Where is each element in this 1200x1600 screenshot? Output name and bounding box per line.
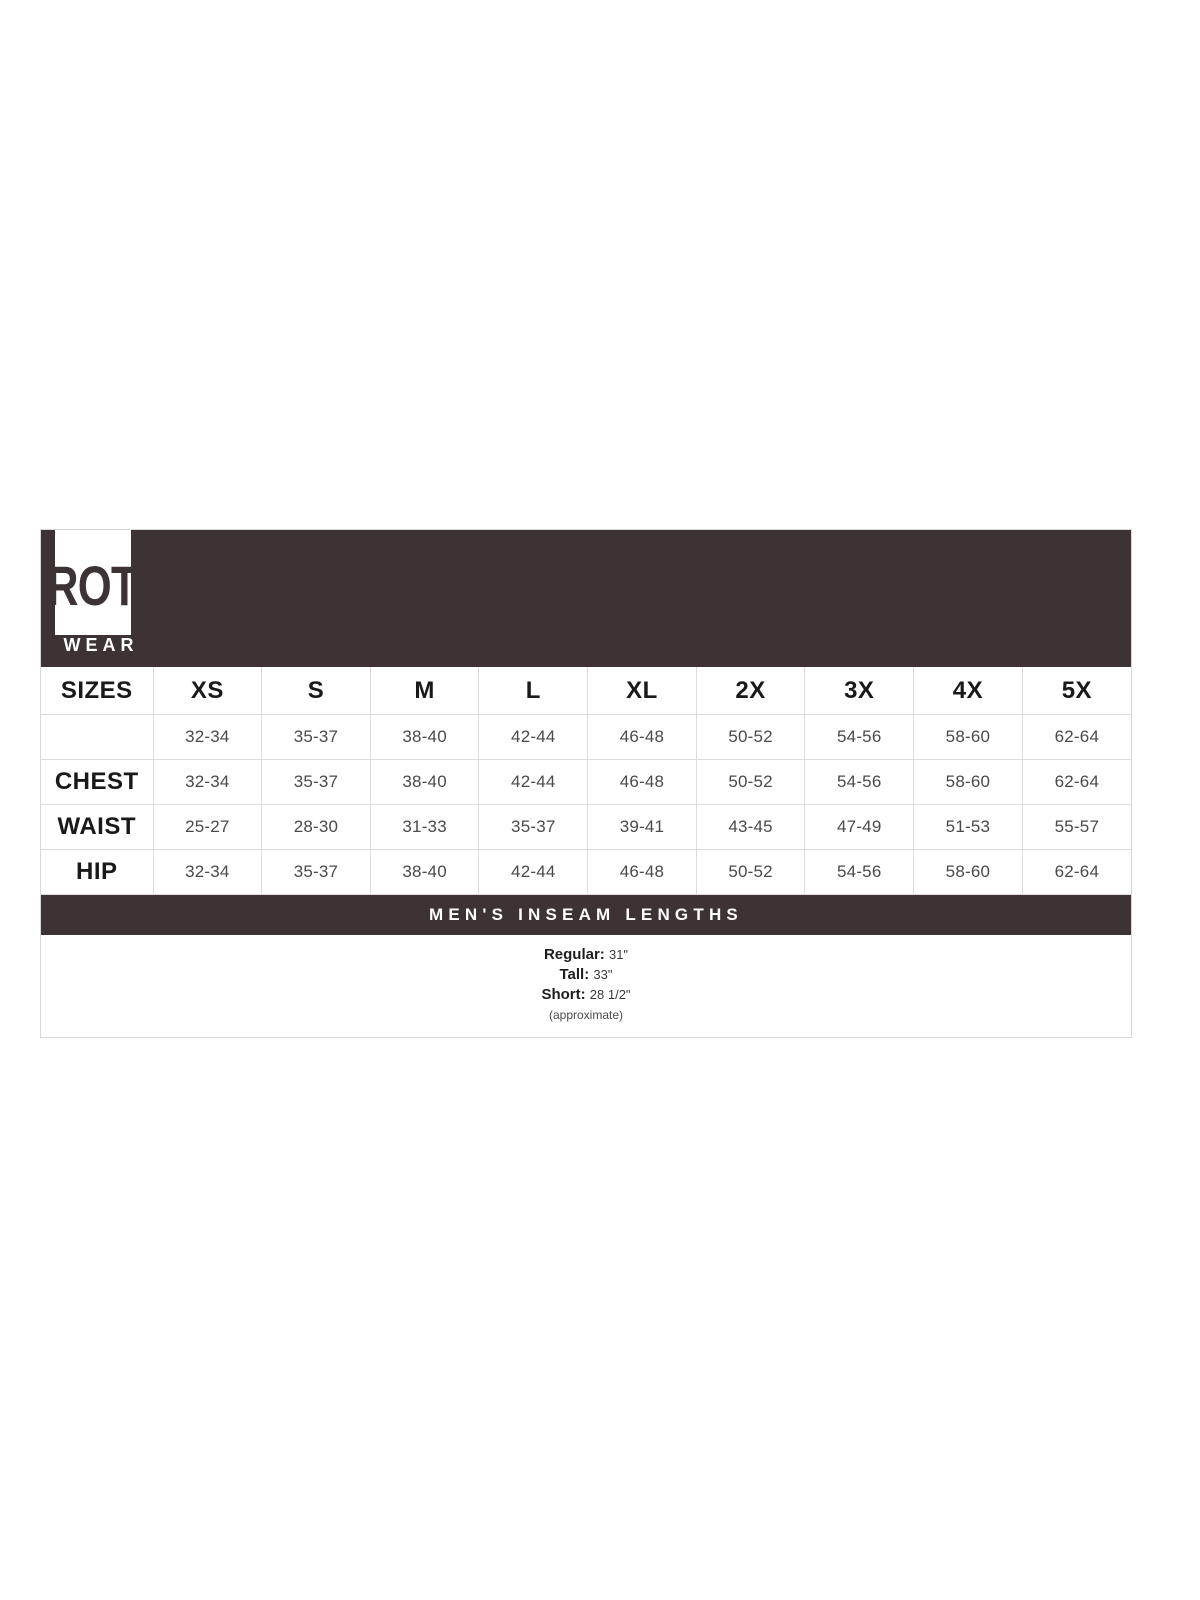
row-label: CHEST [41,759,154,805]
cell-value: 42-44 [478,849,589,895]
logo-wordmark-wear: WEAR [63,635,139,655]
cell-value: 54-56 [804,849,915,895]
inseam-section-body: Regular: 31" Tall: 33" Short: 28 1/2" (a… [41,935,1131,1037]
row-label [41,714,154,760]
column-header-4x: 4X [913,667,1023,715]
cell-value: 62-64 [1022,759,1131,805]
cell-value: 46-48 [587,849,697,895]
cell-value: 38-40 [370,849,480,895]
cell-value: 47-49 [804,804,915,850]
table-row: CHEST 32-34 35-37 38-40 42-44 46-48 50-5… [41,759,1131,805]
table-header: SIZES XS S M L XL 2X 3X 4X 5X [41,667,1131,715]
cell-value: 35-37 [261,849,371,895]
cell-value: 38-40 [370,714,480,760]
logo-white-plate [55,530,131,635]
cell-value: 31-33 [370,804,480,850]
inseam-section-header: MEN'S INSEAM LENGTHS [41,895,1131,935]
inseam-entry-short: Short: 28 1/2" [41,985,1131,1005]
inseam-label: Tall: [559,966,590,983]
column-header-l: L [478,667,589,715]
cell-value: 46-48 [587,714,697,760]
table-body: 32-34 35-37 38-40 42-44 46-48 50-52 54-5… [41,714,1131,895]
cell-value: 43-45 [696,804,806,850]
cell-value: 42-44 [478,714,589,760]
column-header-xl: XL [587,667,697,715]
cell-value: 51-53 [913,804,1023,850]
cell-value: 42-44 [478,759,589,805]
row-label: HIP [41,849,154,895]
cell-value: 32-34 [153,714,263,760]
column-header-5x: 5X [1022,667,1131,715]
column-header-2x: 2X [696,667,806,715]
cell-value: 39-41 [587,804,697,850]
cell-value: 58-60 [913,849,1023,895]
cell-value: 62-64 [1022,849,1131,895]
column-header-sizes: SIZES [41,667,154,715]
column-header-s: S [261,667,371,715]
cell-value: 28-30 [261,804,371,850]
inseam-value: 31" [608,947,629,962]
size-chart-card: ROTH WEAR SIZES XS S M L XL 2X 3X [40,529,1132,1038]
column-header-xs: XS [153,667,263,715]
cell-value: 38-40 [370,759,480,805]
cell-value: 32-34 [153,849,263,895]
cell-value: 35-37 [261,759,371,805]
cell-value: 54-56 [804,714,915,760]
cell-value: 62-64 [1022,714,1131,760]
table-row: WAIST 25-27 28-30 31-33 35-37 39-41 43-4… [41,804,1131,850]
measurements-table: SIZES XS S M L XL 2X 3X 4X 5X 32-34 35-3… [41,667,1131,895]
table-row: 32-34 35-37 38-40 42-44 46-48 50-52 54-5… [41,714,1131,760]
cell-value: 55-57 [1022,804,1131,850]
inseam-title: MEN'S INSEAM LENGTHS [429,905,743,924]
cell-value: 35-37 [478,804,589,850]
cell-value: 32-34 [153,759,263,805]
row-label: WAIST [41,804,154,850]
logo-wordmark-roth: ROTH [47,554,168,617]
table-row: HIP 32-34 35-37 38-40 42-44 46-48 50-52 … [41,849,1131,895]
inseam-entry-tall: Tall: 33" [41,965,1131,985]
header-row: SIZES XS S M L XL 2X 3X 4X 5X [41,667,1131,715]
column-header-m: M [370,667,480,715]
cell-value: 46-48 [587,759,697,805]
cell-value: 35-37 [261,714,371,760]
cell-value: 58-60 [913,714,1023,760]
cell-value: 25-27 [153,804,263,850]
cell-value: 50-52 [696,849,806,895]
inseam-value: 33" [593,967,613,982]
cell-value: 50-52 [696,759,806,805]
inseam-value: 28 1/2" [589,987,631,1002]
brand-logo: ROTH WEAR [41,530,168,667]
column-header-3x: 3X [804,667,915,715]
cell-value: 50-52 [696,714,806,760]
cell-value: 58-60 [913,759,1023,805]
inseam-entry-regular: Regular: 31" [41,945,1131,965]
brand-header-band: ROTH WEAR [41,530,1131,667]
inseam-label: Short: [541,986,586,1003]
inseam-label: Regular: [543,946,605,963]
cell-value: 54-56 [804,759,915,805]
inseam-approximate-note: (approximate) [548,1008,624,1022]
